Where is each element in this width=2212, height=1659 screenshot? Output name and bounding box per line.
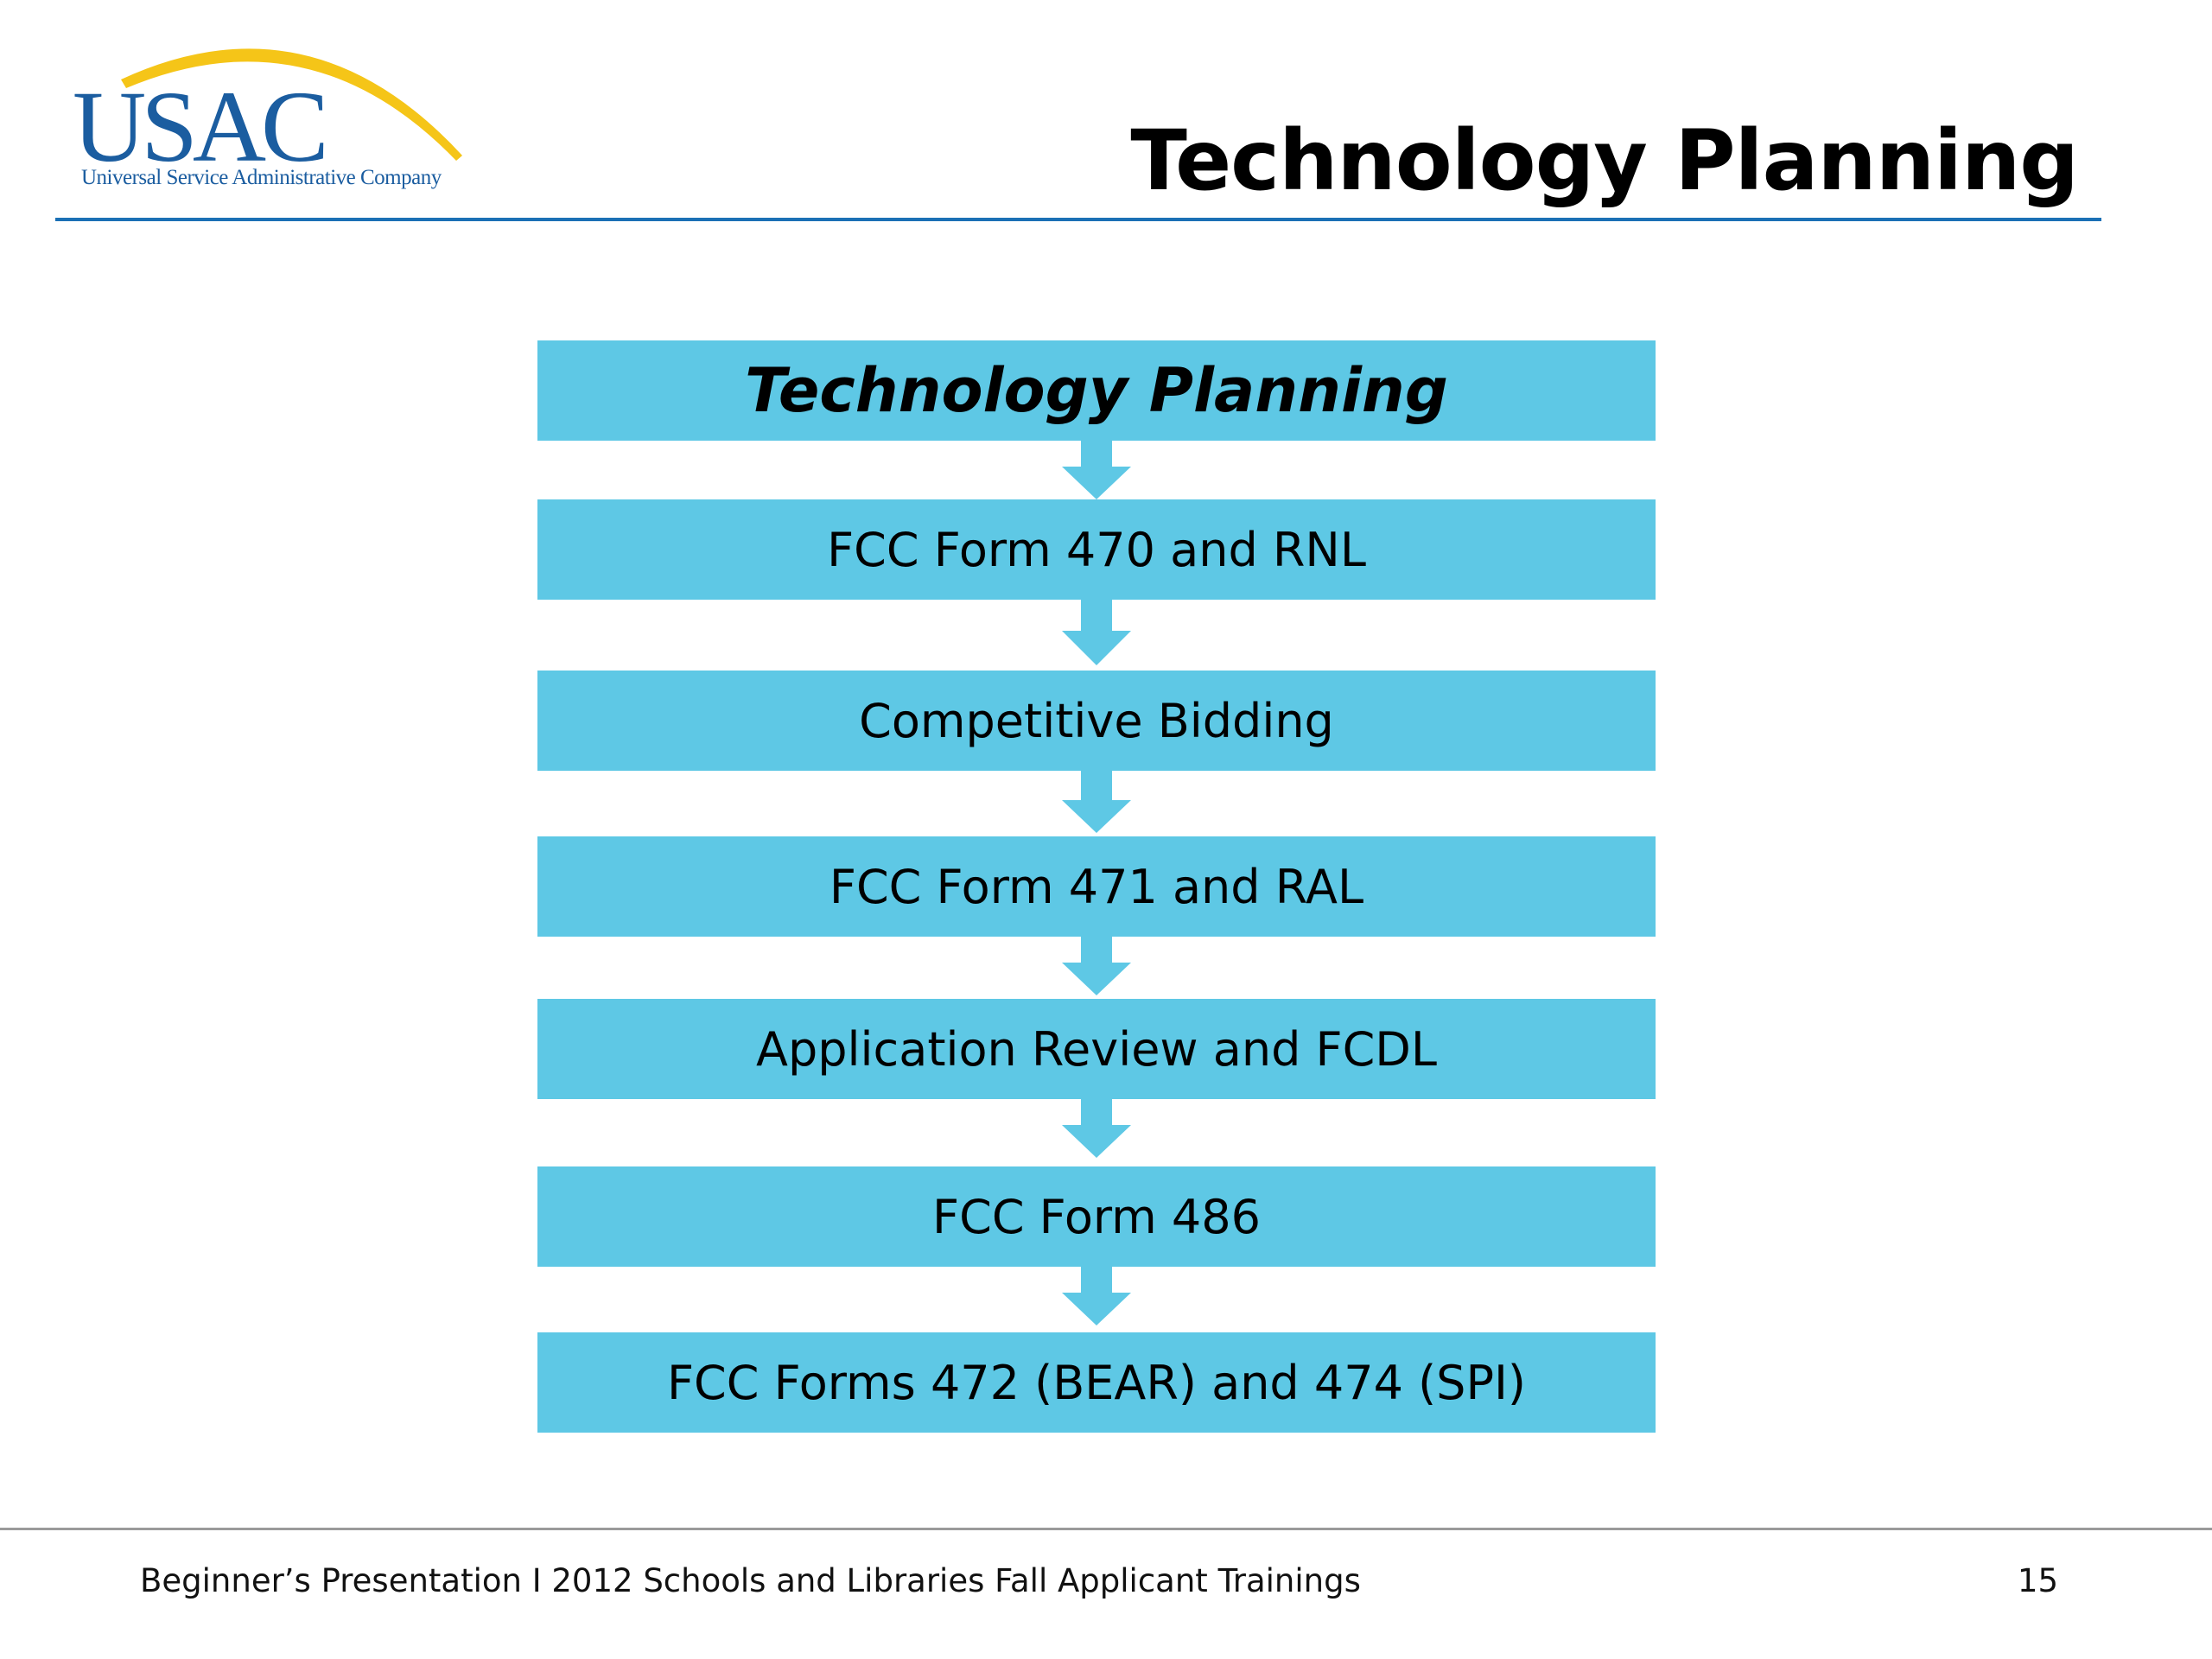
down-arrow-icon: [1062, 1099, 1131, 1158]
down-arrow-icon: [1062, 937, 1131, 995]
header-divider: [55, 218, 2101, 221]
slide-title: Technology Planning: [1130, 112, 2079, 209]
logo-wordmark: USAC: [73, 70, 329, 183]
usac-logo: USAC Universal Service Administrative Co…: [69, 26, 501, 199]
flow-step-form-470: FCC Form 470 and RNL: [537, 499, 1656, 600]
flow-step-application-review: Application Review and FCDL: [537, 999, 1656, 1099]
page-number: 15: [2017, 1562, 2058, 1599]
footer-divider: [0, 1528, 2212, 1530]
logo-subtitle: Universal Service Administrative Company: [81, 166, 442, 189]
flow-step-forms-472-474: FCC Forms 472 (BEAR) and 474 (SPI): [537, 1332, 1656, 1433]
process-flowchart: Technology Planning FCC Form 470 and RNL…: [537, 340, 1656, 1434]
flow-step-form-471: FCC Form 471 and RAL: [537, 836, 1656, 937]
flow-step-technology-planning: Technology Planning: [537, 340, 1656, 441]
down-arrow-icon: [1062, 600, 1131, 665]
down-arrow-icon: [1062, 441, 1131, 499]
flow-step-competitive-bidding: Competitive Bidding: [537, 671, 1656, 771]
down-arrow-icon: [1062, 771, 1131, 833]
footer-caption: Beginner’s Presentation I 2012 Schools a…: [140, 1562, 1361, 1599]
logo-arc: [121, 48, 462, 162]
down-arrow-icon: [1062, 1267, 1131, 1325]
flow-step-form-486: FCC Form 486: [537, 1166, 1656, 1267]
